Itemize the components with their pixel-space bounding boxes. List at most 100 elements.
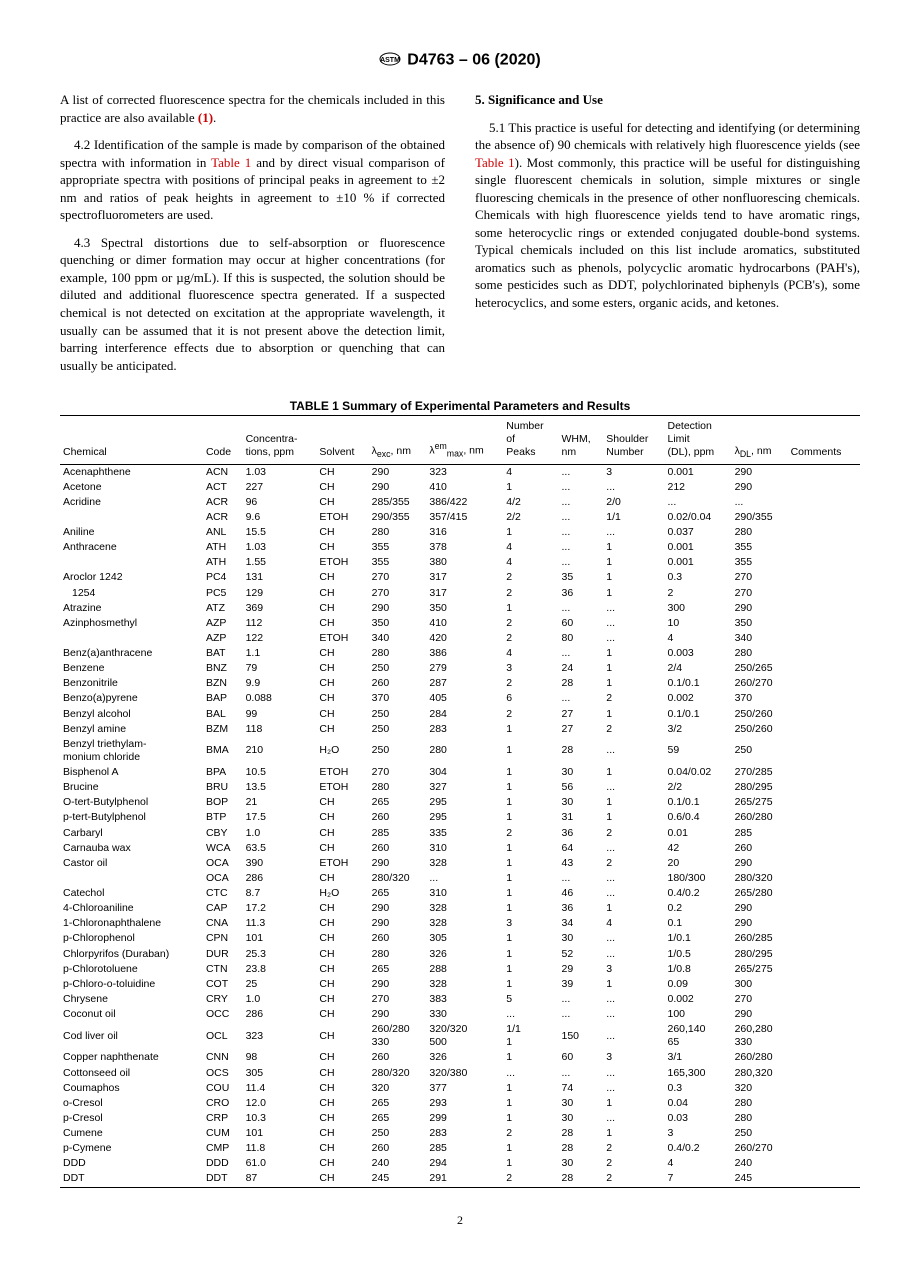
table-cell: 290: [369, 480, 427, 495]
table-cell: 1: [603, 646, 664, 661]
table-cell: 10.5: [243, 765, 317, 780]
page-header: ASTM D4763 – 06 (2020): [60, 50, 860, 71]
table-cell: [788, 646, 860, 661]
table-cell: 260: [369, 1141, 427, 1156]
table-cell: 280/320: [369, 871, 427, 886]
table-cell: ...: [559, 992, 604, 1007]
table-cell: 0.088: [243, 691, 317, 706]
table-cell: 328: [426, 856, 503, 871]
table-row: p-Chloro-o-toluidineCOT25CH29032813910.0…: [60, 977, 860, 992]
table-cell: 28: [559, 1126, 604, 1141]
table-cell: 0.002: [664, 992, 731, 1007]
table-row: CatecholCTC8.7H₂O265310146...0.4/0.2265/…: [60, 886, 860, 901]
table-cell: 250: [732, 737, 788, 765]
table-cell: ETOH: [316, 765, 368, 780]
table-cell: ...: [603, 525, 664, 540]
table-cell: Benzyl amine: [60, 722, 203, 737]
table-cell: 1: [503, 480, 558, 495]
table-cell: 378: [426, 540, 503, 555]
table-cell: Aroclor 1242: [60, 570, 203, 585]
table-row: Benzyl alcoholBAL99CH25028422710.1/0.125…: [60, 707, 860, 722]
table-cell: 42: [664, 841, 731, 856]
table-cell: ...: [559, 480, 604, 495]
table-cell: 2: [603, 826, 664, 841]
table-cell: 250: [369, 737, 427, 765]
table-cell: OCA: [203, 856, 243, 871]
table-cell: ...: [603, 1022, 664, 1050]
table-cell: 310: [426, 841, 503, 856]
table-cell: [788, 480, 860, 495]
table-cell: [788, 871, 860, 886]
table-cell: CNA: [203, 916, 243, 931]
table-cell: 265: [369, 1096, 427, 1111]
table-cell: CH: [316, 525, 368, 540]
table-cell: ...: [603, 780, 664, 795]
table-cell: 1: [603, 1096, 664, 1111]
table-cell: [788, 525, 860, 540]
table-row: Chlorpyrifos (Duraban)DUR25.3CH280326152…: [60, 947, 860, 962]
table-cell: BAP: [203, 691, 243, 706]
col-header: λDL, nm: [732, 416, 788, 464]
table-cell: 280/320: [732, 871, 788, 886]
table-cell: 1: [603, 765, 664, 780]
table-cell: 355: [732, 540, 788, 555]
table-cell: 2: [503, 586, 558, 601]
table-cell: p-Chlorophenol: [60, 931, 203, 946]
table-cell: Cumene: [60, 1126, 203, 1141]
table-cell: [788, 601, 860, 616]
table-cell: 260: [369, 1050, 427, 1065]
table-cell: Benzene: [60, 661, 203, 676]
table-cell: 31: [559, 810, 604, 825]
table-cell: ...: [559, 510, 604, 525]
table-cell: 290/355: [732, 510, 788, 525]
table-cell: ...: [559, 555, 604, 570]
table-row: DDTDDT87CH24529122827245: [60, 1171, 860, 1187]
table-cell: [788, 1141, 860, 1156]
table-cell: ...: [603, 616, 664, 631]
table-cell: Acetone: [60, 480, 203, 495]
table-cell: 290: [732, 856, 788, 871]
table-cell: ETOH: [316, 510, 368, 525]
table-cell: CH: [316, 661, 368, 676]
table-cell: 1.03: [243, 464, 317, 480]
table-cell: 283: [426, 722, 503, 737]
table-cell: 386: [426, 646, 503, 661]
table-cell: 0.1/0.1: [664, 676, 731, 691]
table-cell: CRY: [203, 992, 243, 1007]
table-cell: 1: [503, 901, 558, 916]
table-cell: 0.001: [664, 555, 731, 570]
table-cell: 0.001: [664, 540, 731, 555]
table-cell: [788, 886, 860, 901]
table-cell: ATH: [203, 540, 243, 555]
table-cell: CH: [316, 601, 368, 616]
table-cell: 1: [503, 525, 558, 540]
table-row: CarbarylCBY1.0CH28533523620.01285: [60, 826, 860, 841]
table-cell: CH: [316, 707, 368, 722]
table-cell: 0.01: [664, 826, 731, 841]
table-row: Aroclor 1242PC4131CH27031723510.3270: [60, 570, 860, 585]
table-cell: [788, 826, 860, 841]
table-cell: 2: [664, 586, 731, 601]
table-cell: 129: [243, 586, 317, 601]
table-cell: Carnauba wax: [60, 841, 203, 856]
table-cell: CH: [316, 495, 368, 510]
table-cell: BRU: [203, 780, 243, 795]
table-cell: CH: [316, 691, 368, 706]
table-cell: [788, 631, 860, 646]
table-cell: 1: [603, 661, 664, 676]
table-cell: 1: [503, 931, 558, 946]
table-cell: 260: [369, 931, 427, 946]
table-cell: ...: [603, 886, 664, 901]
table-cell: 35: [559, 570, 604, 585]
table-1: ChemicalCodeConcentra-tions, ppmSolventλ…: [60, 415, 860, 1187]
table-cell: DDT: [203, 1171, 243, 1187]
table-cell: 293: [426, 1096, 503, 1111]
table-row: Benzyl triethylam- monium chlorideBMA210…: [60, 737, 860, 765]
table-row: Copper naphthenateCNN98CH26032616033/126…: [60, 1050, 860, 1065]
table-cell: [788, 962, 860, 977]
table-cell: 131: [243, 570, 317, 585]
table-cell: 1: [503, 947, 558, 962]
table-cell: [60, 871, 203, 886]
table-cell: OCC: [203, 1007, 243, 1022]
table-cell: 290: [369, 977, 427, 992]
